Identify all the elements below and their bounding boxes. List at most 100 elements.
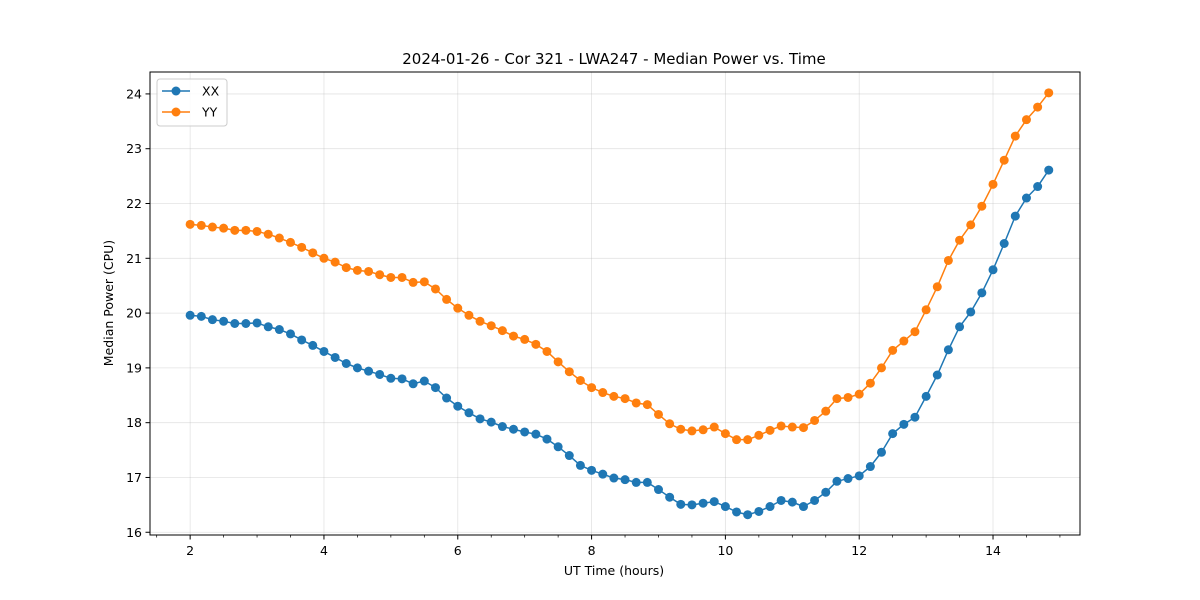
data-point-yy <box>207 222 217 232</box>
data-point-xx <box>274 325 284 335</box>
data-point-yy <box>732 435 742 445</box>
data-point-xx <box>486 417 496 427</box>
data-point-xx <box>665 492 675 502</box>
data-point-xx <box>854 471 864 481</box>
data-point-xx <box>531 429 541 439</box>
data-point-yy <box>442 294 452 304</box>
y-axis-label: Median Power (CPU) <box>101 240 116 366</box>
legend-marker-yy <box>171 107 181 117</box>
data-point-xx <box>698 498 708 508</box>
data-point-xx <box>575 460 585 470</box>
data-point-yy <box>620 394 630 404</box>
y-tick-label: 20 <box>126 306 142 321</box>
data-point-xx <box>252 318 262 328</box>
data-point-xx <box>832 476 842 486</box>
data-point-yy <box>631 398 641 408</box>
data-point-xx <box>876 447 886 457</box>
data-point-xx <box>977 288 987 298</box>
data-point-xx <box>542 434 552 444</box>
data-point-xx <box>319 346 329 356</box>
data-point-yy <box>665 419 675 429</box>
data-point-yy <box>676 424 686 434</box>
data-point-xx <box>419 376 429 386</box>
data-point-yy <box>609 391 619 401</box>
data-point-yy <box>653 409 663 419</box>
data-point-yy <box>430 284 440 294</box>
data-point-xx <box>631 477 641 487</box>
data-point-xx <box>375 369 385 379</box>
data-point-xx <box>386 373 396 383</box>
y-tick-label: 18 <box>126 415 142 430</box>
data-point-yy <box>375 270 385 280</box>
data-point-yy <box>297 242 307 252</box>
data-point-xx <box>241 319 251 328</box>
data-point-xx <box>999 239 1009 248</box>
data-point-xx <box>988 265 998 275</box>
data-point-yy <box>899 336 909 346</box>
x-axis: 2 4 6 8 10 12 14 <box>156 535 1061 558</box>
data-point-yy <box>1044 88 1054 98</box>
data-point-yy <box>698 425 708 435</box>
data-point-xx <box>620 475 630 485</box>
data-point-yy <box>876 363 886 373</box>
data-point-yy <box>1021 115 1031 125</box>
data-point-yy <box>408 277 418 287</box>
data-point-xx <box>609 473 619 483</box>
data-point-xx <box>932 370 942 380</box>
data-point-xx <box>185 310 195 320</box>
data-point-xx <box>464 408 474 418</box>
y-tick-label: 19 <box>126 360 142 375</box>
x-axis-label: UT Time (hours) <box>564 563 664 578</box>
data-point-yy <box>587 383 597 393</box>
data-point-xx <box>520 427 530 437</box>
data-point-yy <box>241 225 251 235</box>
data-point-yy <box>520 334 530 344</box>
data-point-xx <box>1010 211 1020 221</box>
data-point-yy <box>977 201 987 211</box>
y-tick-label: 24 <box>126 86 142 101</box>
data-point-yy <box>185 219 195 229</box>
data-point-xx <box>430 383 440 393</box>
data-point-yy <box>966 220 976 230</box>
data-point-yy <box>252 226 262 236</box>
data-point-xx <box>497 422 507 432</box>
data-point-yy <box>1010 131 1020 141</box>
data-point-xx <box>453 401 463 411</box>
data-point-yy <box>888 345 898 355</box>
y-tick-label: 17 <box>126 470 142 485</box>
data-point-yy <box>308 248 318 258</box>
data-point-xx <box>787 497 797 507</box>
data-point-yy <box>955 235 965 245</box>
data-point-xx <box>899 419 909 429</box>
data-point-yy <box>464 310 474 320</box>
x-tick-label: 2 <box>186 543 194 558</box>
data-point-xx <box>442 393 452 403</box>
y-tick-label: 21 <box>126 251 142 266</box>
data-point-xx <box>397 374 407 384</box>
data-point-xx <box>598 469 608 479</box>
data-point-yy <box>854 389 864 399</box>
data-point-yy <box>821 406 831 416</box>
data-point-yy <box>598 388 608 398</box>
data-point-yy <box>330 257 340 267</box>
data-point-xx <box>743 510 753 520</box>
data-point-xx <box>509 424 518 434</box>
data-point-xx <box>475 414 485 424</box>
x-tick-label: 8 <box>588 543 596 558</box>
data-point-xx <box>776 495 786 505</box>
data-point-xx <box>642 477 652 487</box>
data-point-yy <box>286 237 295 247</box>
data-point-yy <box>999 155 1009 165</box>
data-point-yy <box>341 263 351 273</box>
data-point-yy <box>776 421 786 431</box>
data-point-yy <box>810 415 820 425</box>
data-point-xx <box>341 359 351 368</box>
data-point-xx <box>308 340 318 350</box>
data-point-xx <box>754 506 764 516</box>
data-point-yy <box>865 378 875 388</box>
data-point-yy <box>319 253 329 263</box>
data-point-xx <box>732 507 742 517</box>
data-point-xx <box>352 363 362 373</box>
data-point-xx <box>1033 182 1043 192</box>
data-point-xx <box>330 352 340 362</box>
